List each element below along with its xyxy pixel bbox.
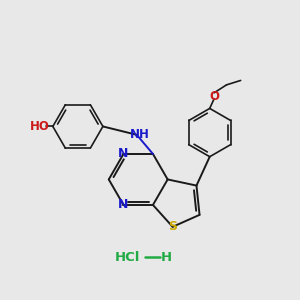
- Text: NH: NH: [130, 128, 150, 141]
- Text: S: S: [168, 220, 177, 233]
- Text: HCl: HCl: [115, 251, 141, 264]
- Text: N: N: [118, 198, 129, 212]
- Text: HO: HO: [30, 120, 50, 133]
- Text: O: O: [210, 90, 220, 103]
- Text: H: H: [160, 251, 172, 264]
- Text: N: N: [118, 147, 129, 161]
